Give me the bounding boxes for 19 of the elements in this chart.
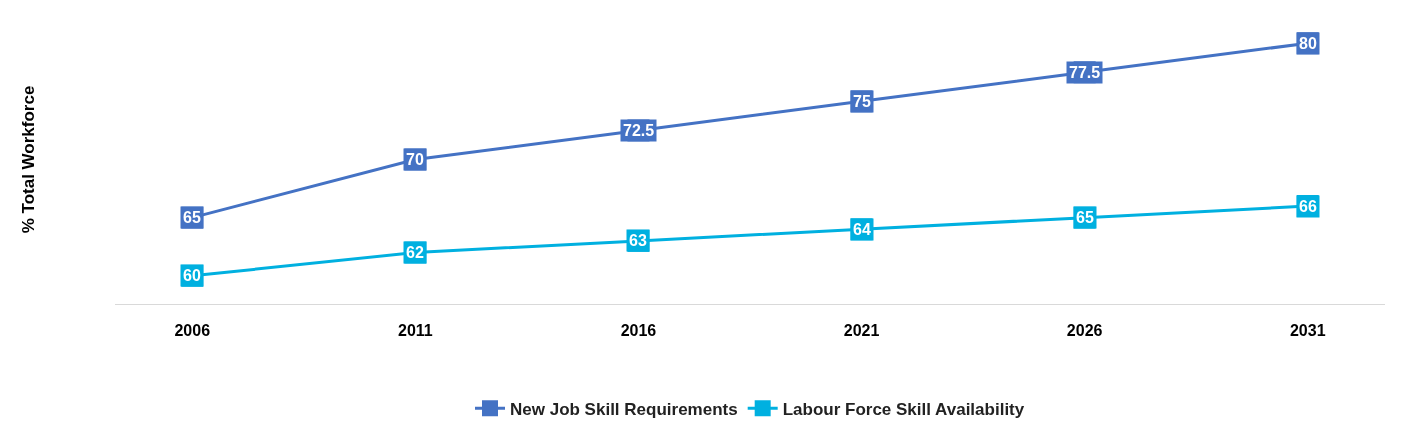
data-label: 65 — [1076, 209, 1094, 226]
x-tick-label: 2021 — [843, 322, 880, 340]
data-label: 80 — [1299, 35, 1317, 52]
x-tick-label: 2006 — [174, 322, 211, 340]
data-label: 63 — [629, 232, 647, 249]
data-label: 62 — [406, 244, 424, 261]
y-axis-title: % Total Workforce — [18, 85, 38, 234]
data-label: 75 — [853, 93, 871, 110]
x-tick-label: 2031 — [1289, 322, 1326, 340]
legend-label: New Job Skill Requirements — [510, 399, 738, 419]
data-label: 70 — [406, 151, 424, 168]
legend-label: Labour Force Skill Availability — [782, 399, 1025, 419]
data-label: 66 — [1299, 198, 1317, 215]
x-tick-label: 2016 — [620, 322, 657, 340]
data-label: 65 — [183, 209, 201, 226]
data-label: 60 — [183, 267, 201, 284]
x-tick-label: 2011 — [397, 322, 433, 340]
x-tick-label: 2026 — [1066, 322, 1103, 340]
data-label: 64 — [853, 221, 871, 238]
